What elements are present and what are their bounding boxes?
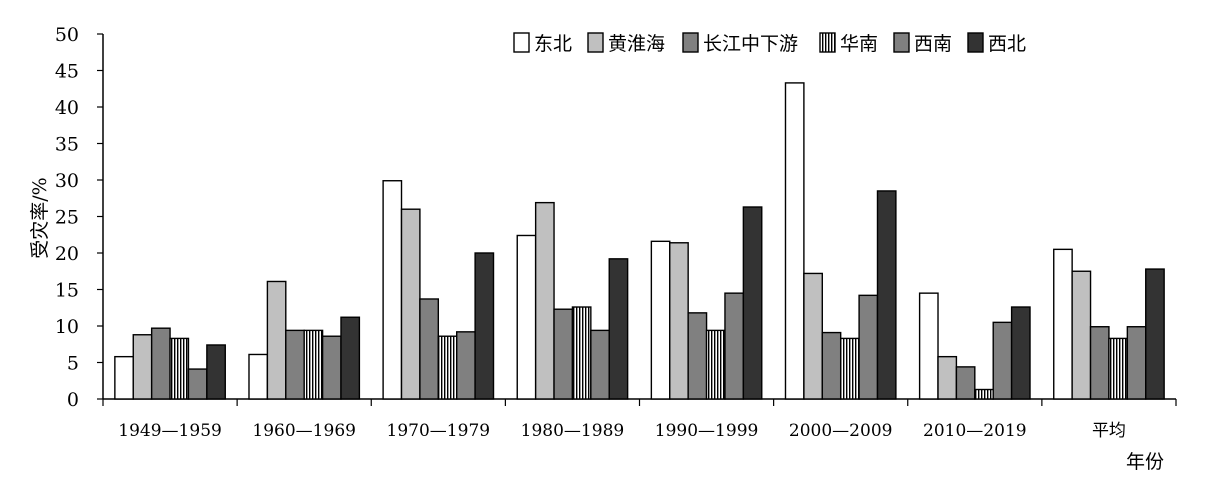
- bar: [534, 201, 555, 400]
- x-tick-label: 2000—2009: [789, 421, 893, 441]
- bar: [1145, 268, 1165, 400]
- bar: [456, 331, 476, 400]
- y-tick-label: 0: [67, 389, 79, 411]
- bar: [248, 353, 269, 400]
- x-tick-label: 2010—2019: [923, 421, 1027, 441]
- legend-swatch: [513, 32, 530, 53]
- bar: [1071, 270, 1092, 400]
- bar: [303, 329, 324, 400]
- bar: [187, 368, 208, 400]
- x-tick-label: 1960—1969: [252, 421, 356, 441]
- bar: [876, 190, 897, 400]
- bar: [553, 308, 574, 400]
- bar: [742, 206, 763, 400]
- bar: [206, 344, 226, 400]
- bar: [419, 298, 440, 400]
- legend-swatch: [587, 32, 604, 53]
- x-tick-label: 1949—1959: [118, 421, 222, 441]
- bar: [1010, 306, 1031, 400]
- y-axis-label: 受灾率/%: [29, 177, 51, 258]
- bar: [169, 337, 190, 400]
- bar: [724, 292, 745, 400]
- bar: [132, 334, 153, 400]
- bar: [705, 329, 726, 400]
- bar: [1053, 248, 1073, 400]
- y-tick-label: 30: [55, 170, 79, 192]
- y-tick-label: 5: [67, 353, 79, 375]
- bar: [821, 331, 842, 400]
- bar: [571, 306, 592, 400]
- bar: [437, 335, 458, 400]
- bar: [992, 321, 1013, 400]
- bar: [266, 280, 287, 400]
- bar: [955, 366, 976, 400]
- legend-swatch: [893, 32, 910, 53]
- bar: [474, 252, 495, 400]
- y-tick-label: 45: [55, 61, 79, 83]
- y-tick-label: 20: [55, 243, 79, 265]
- bar: [839, 337, 860, 400]
- x-tick-label: 1980—1989: [521, 421, 625, 441]
- chart-legend: 东北 黄淮海 长江中下游 华南 西南 西北: [513, 32, 1026, 55]
- bar: [650, 240, 671, 400]
- x-tick-label: 平均: [1092, 421, 1126, 441]
- y-tick-label: 10: [55, 316, 79, 338]
- y-tick-label: 40: [55, 97, 79, 119]
- y-tick-label: 50: [55, 24, 79, 46]
- bar: [285, 329, 305, 400]
- bar: [803, 272, 823, 400]
- bar: [321, 335, 342, 400]
- legend-label: 西北: [988, 33, 1026, 55]
- legend-label: 东北: [534, 33, 572, 55]
- bar: [1089, 326, 1110, 400]
- bar: [858, 294, 879, 400]
- legend-swatch: [819, 32, 836, 53]
- x-axis-label: 年份: [1126, 451, 1164, 473]
- bar: [150, 327, 171, 400]
- bar: [608, 258, 629, 400]
- x-tick-label: 1990—1999: [655, 421, 759, 441]
- y-tick-label: 15: [55, 280, 79, 302]
- legend-label: 华南: [840, 33, 878, 55]
- bar: [516, 234, 537, 400]
- bar: [918, 292, 939, 400]
- bar: [687, 312, 708, 400]
- bar: [1108, 337, 1129, 400]
- y-tick-label: 35: [55, 134, 79, 156]
- bar: [974, 388, 994, 400]
- chart-axes: 0 5 10 15 20 25 30 35 40 45 50 1949—1959 1960—1969 19…: [55, 24, 1177, 441]
- chart-bars: [114, 82, 1165, 400]
- legend-swatch: [967, 32, 984, 53]
- bar: [1126, 326, 1147, 400]
- bar: [114, 355, 134, 400]
- y-tick-label: 25: [55, 207, 79, 229]
- legend-label: 黄淮海: [608, 33, 665, 55]
- bar: [340, 316, 361, 400]
- bar: [400, 208, 421, 400]
- legend-swatch: [682, 32, 699, 53]
- bar: [382, 180, 403, 400]
- legend-label: 长江中下游: [703, 33, 798, 55]
- legend-label: 西南: [914, 33, 952, 55]
- bar: [590, 329, 610, 400]
- bar: [937, 355, 958, 400]
- bar: [784, 82, 805, 400]
- x-tick-label: 1970—1979: [387, 421, 491, 441]
- bar: [669, 242, 689, 400]
